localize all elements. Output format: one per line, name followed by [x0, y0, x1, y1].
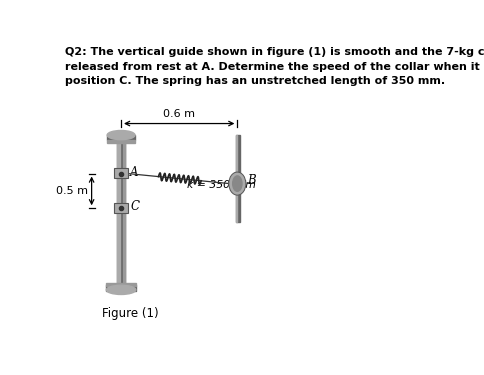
Text: 0.5 m: 0.5 m	[56, 186, 88, 196]
Ellipse shape	[232, 176, 242, 191]
Text: A: A	[130, 165, 138, 178]
Text: C: C	[130, 200, 139, 213]
Bar	[107, 140, 135, 143]
Bar	[106, 283, 136, 286]
Bar	[122, 135, 125, 283]
Bar	[117, 135, 119, 283]
Bar	[106, 285, 136, 291]
Text: Q2: The vertical guide shown in figure (1) is smooth and the 7-kg collar is
rele: Q2: The vertical guide shown in figure (…	[65, 47, 484, 86]
Text: Figure (1): Figure (1)	[102, 307, 158, 320]
Bar	[107, 135, 135, 141]
Bar	[114, 203, 128, 213]
Ellipse shape	[106, 285, 136, 294]
Text: 0.6 m: 0.6 m	[163, 109, 195, 119]
Bar	[117, 135, 125, 283]
Bar	[235, 135, 239, 222]
Ellipse shape	[228, 172, 245, 195]
Text: B: B	[247, 174, 256, 187]
Ellipse shape	[107, 130, 135, 140]
Bar	[235, 135, 237, 222]
Bar	[114, 168, 128, 178]
Text: k = 350 N/m: k = 350 N/m	[186, 180, 255, 190]
